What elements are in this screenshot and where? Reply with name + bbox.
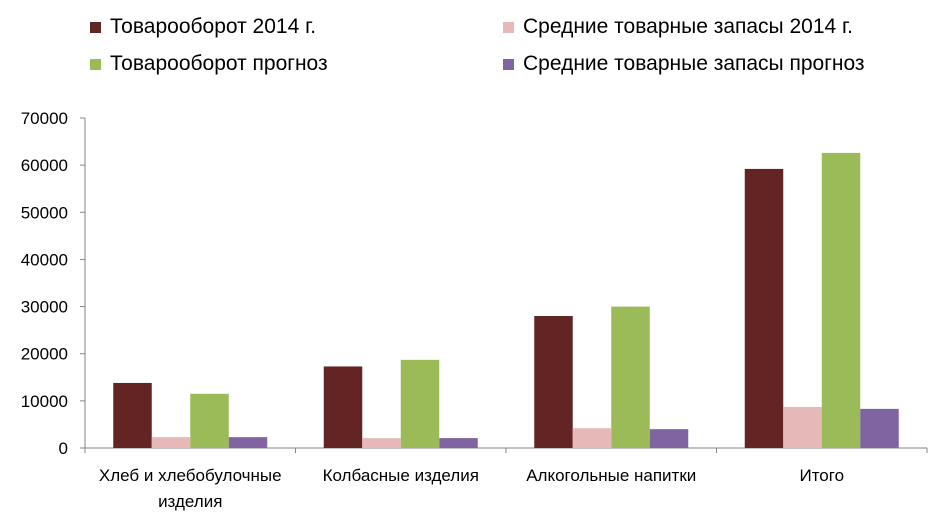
y-tick-label: 10000 <box>21 392 68 411</box>
legend-swatch-3 <box>90 59 101 70</box>
legend-label-2: Средние товарные запасы 2014 г. <box>523 15 853 38</box>
x-category-label: Колбасные изделия <box>323 466 479 485</box>
y-tick-label: 60000 <box>21 156 68 175</box>
bar-series-4-cat-4 <box>860 408 899 448</box>
y-tick-label: 70000 <box>21 109 68 128</box>
x-category-label: Хлеб и хлебобулочные <box>99 466 282 485</box>
x-category-label: изделия <box>158 492 222 511</box>
bar-series-2-cat-1 <box>151 437 191 448</box>
legend-label-4: Средние товарные запасы прогноз <box>523 52 865 75</box>
y-tick-label: 30000 <box>21 298 68 317</box>
bar-series-3-cat-4 <box>821 152 861 448</box>
x-category-label: Итого <box>799 466 844 485</box>
legend-swatch-1 <box>90 22 101 33</box>
bar-series-4-cat-2 <box>439 438 478 448</box>
bars <box>113 152 899 448</box>
bar-series-1-cat-3 <box>534 316 573 448</box>
legend: Товарооборот 2014 г. Средние товарные зап… <box>90 15 865 75</box>
legend-label-3: Товарооборот прогноз <box>110 52 328 75</box>
bar-series-1-cat-2 <box>323 366 363 448</box>
y-axis: 0 10000 20000 30000 40000 50000 60000 70000 <box>21 109 86 458</box>
x-category-label: Алкогольные напитки <box>526 466 696 485</box>
bar-series-3-cat-1 <box>190 393 229 448</box>
bar-series-4-cat-1 <box>228 437 268 448</box>
y-tick-label: 0 <box>59 439 68 458</box>
bar-series-2-cat-3 <box>572 428 612 448</box>
y-tick-label: 50000 <box>21 203 68 222</box>
bar-series-2-cat-2 <box>362 438 401 448</box>
legend-swatch-2 <box>503 22 514 33</box>
bar-series-2-cat-4 <box>783 406 822 448</box>
bar-series-3-cat-2 <box>400 359 440 448</box>
legend-label-1: Товарооборот 2014 г. <box>110 15 316 38</box>
x-axis: Хлеб и хлебобулочные изделия Колбасные изд… <box>84 447 928 511</box>
bar-series-1-cat-1 <box>113 382 152 448</box>
bar-series-1-cat-4 <box>744 168 784 448</box>
y-tick-label: 20000 <box>21 345 68 364</box>
bar-series-3-cat-3 <box>611 306 650 448</box>
y-tick-label: 40000 <box>21 250 68 269</box>
bar-series-4-cat-3 <box>649 429 689 448</box>
legend-swatch-4 <box>503 59 514 70</box>
